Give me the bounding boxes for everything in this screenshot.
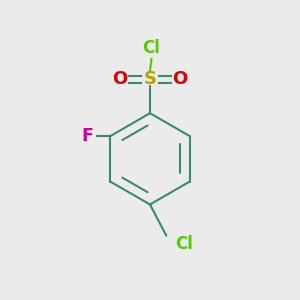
Text: S: S: [143, 70, 157, 88]
Text: O: O: [112, 70, 128, 88]
Text: Cl: Cl: [176, 235, 194, 253]
Text: F: F: [81, 127, 93, 145]
Text: O: O: [172, 70, 188, 88]
Text: Cl: Cl: [142, 39, 160, 57]
